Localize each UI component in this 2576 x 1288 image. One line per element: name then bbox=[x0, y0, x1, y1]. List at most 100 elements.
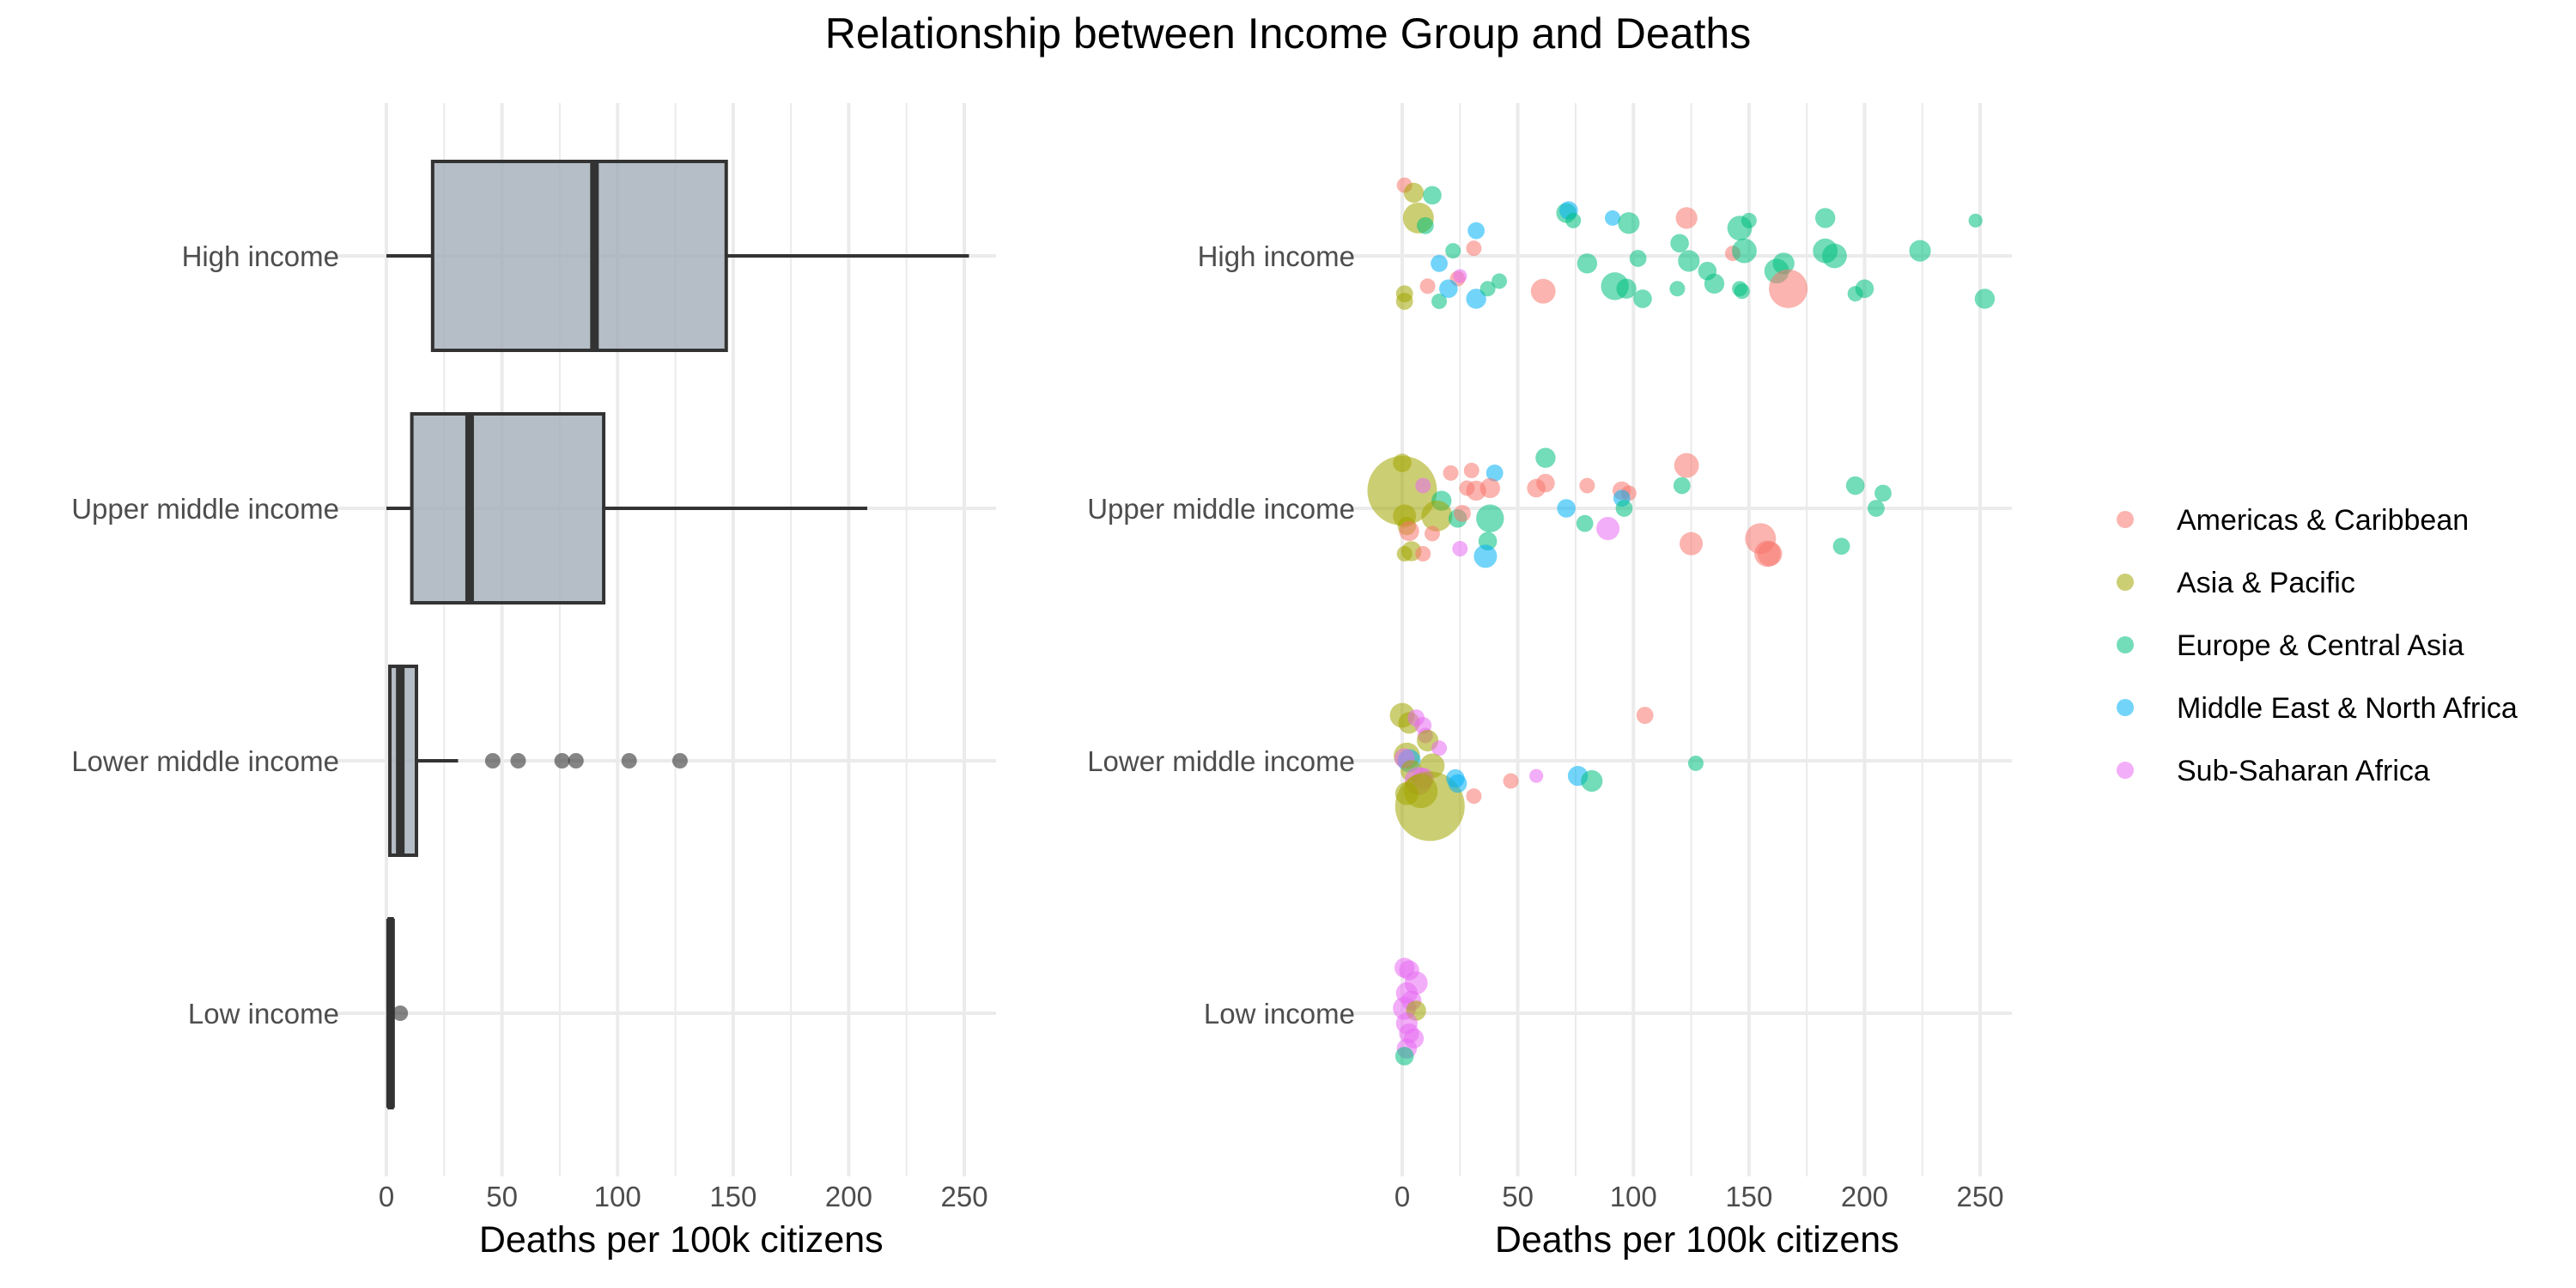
y-tick-label: Lower middle income bbox=[1087, 745, 1355, 777]
scatter-point bbox=[1463, 462, 1479, 478]
x-tick-label: 50 bbox=[1502, 1181, 1534, 1212]
scatter-point bbox=[1453, 269, 1467, 283]
scatter-point bbox=[1674, 453, 1699, 478]
scatter-point bbox=[1616, 278, 1637, 299]
y-tick-label: Upper middle income bbox=[71, 493, 339, 525]
outlier-point bbox=[554, 753, 570, 769]
chart-title: Relationship between Income Group and De… bbox=[824, 9, 1752, 58]
legend-item: Sub-Saharan Africa bbox=[2117, 755, 2430, 787]
outlier-point bbox=[510, 753, 526, 769]
scatter-point bbox=[1974, 289, 1996, 309]
scatter-point bbox=[1636, 707, 1654, 724]
scatter-point bbox=[1769, 269, 1808, 308]
x-tick-label: 0 bbox=[379, 1181, 394, 1212]
legend-item: Europe & Central Asia bbox=[2117, 629, 2464, 662]
scatter-point bbox=[1529, 769, 1544, 783]
scatter-point bbox=[1417, 216, 1434, 234]
y-tick-label: Lower middle income bbox=[71, 745, 339, 777]
x-tick-label: 100 bbox=[594, 1181, 641, 1212]
scatter-point bbox=[1832, 538, 1850, 555]
scatter-point bbox=[1425, 526, 1440, 542]
scatter-point bbox=[1367, 455, 1437, 526]
scatter-point bbox=[1466, 480, 1486, 501]
x-axis-title: Deaths per 100k citizens bbox=[1495, 1219, 1899, 1261]
legend-label: Americas & Caribbean bbox=[2177, 504, 2469, 537]
boxplot-panel: High income Upper middle income Lower midd… bbox=[71, 103, 996, 1261]
scatter-point bbox=[1466, 788, 1482, 805]
scatter-point bbox=[1399, 520, 1419, 542]
scatter-point bbox=[1396, 545, 1413, 562]
scatter-point bbox=[1855, 279, 1874, 299]
box-iqr bbox=[430, 160, 728, 352]
scatter-point bbox=[1629, 250, 1647, 267]
legend: Americas & Caribbean Asia & Pacific Europe… bbox=[2117, 504, 2518, 787]
box-iqr bbox=[410, 412, 606, 605]
x-tick-label: 150 bbox=[709, 1181, 756, 1212]
scatter-point bbox=[1443, 465, 1459, 481]
scatter-point bbox=[1454, 504, 1471, 522]
outlier-point bbox=[392, 1005, 409, 1021]
x-tick-label: 250 bbox=[1957, 1181, 2004, 1212]
x-tick-label: 100 bbox=[1610, 1181, 1657, 1212]
box-upper-middle-income bbox=[386, 412, 867, 605]
scatter-point bbox=[1576, 514, 1594, 532]
x-tick-label: 200 bbox=[825, 1181, 872, 1212]
x-tick-label: 50 bbox=[486, 1181, 518, 1212]
scatter-point bbox=[1680, 532, 1704, 556]
box-low-income bbox=[386, 917, 409, 1109]
scatter-point bbox=[1704, 273, 1725, 295]
scatter-point bbox=[1605, 210, 1620, 226]
legend-swatch bbox=[2117, 574, 2134, 591]
scatter-point bbox=[1577, 253, 1598, 274]
scatter-point bbox=[1476, 504, 1504, 532]
box-high-income bbox=[386, 160, 969, 352]
scatter-point bbox=[1403, 182, 1425, 204]
scatter-point bbox=[1394, 771, 1465, 841]
scatter-point bbox=[1596, 517, 1620, 541]
outlier-point bbox=[671, 753, 688, 769]
scatter-point bbox=[1419, 278, 1436, 295]
scatter-point bbox=[1492, 273, 1508, 289]
scatter-panel: High income Upper middle income Lower midd… bbox=[1087, 103, 2012, 1261]
scatter-point bbox=[1874, 484, 1892, 502]
scatter-point bbox=[1530, 278, 1556, 304]
scatter-point bbox=[1909, 240, 1931, 262]
scatter-point bbox=[1466, 289, 1486, 309]
scatter-point bbox=[1415, 545, 1431, 562]
scatter-point bbox=[1822, 243, 1847, 269]
scatter-point bbox=[1439, 279, 1458, 299]
scatter-point bbox=[1673, 477, 1691, 495]
scatter-point bbox=[1394, 1047, 1414, 1066]
legend-item: Middle East & North Africa bbox=[2117, 692, 2518, 725]
scatter-point bbox=[1415, 477, 1431, 494]
legend-swatch bbox=[2117, 762, 2134, 779]
x-axis-title: Deaths per 100k citizens bbox=[479, 1219, 884, 1261]
scatter-point bbox=[1687, 755, 1704, 771]
scatter-point bbox=[1565, 212, 1582, 228]
scatter-point bbox=[1579, 477, 1595, 494]
scatter-point bbox=[1618, 212, 1640, 234]
scatter-point bbox=[1814, 208, 1836, 228]
legend-label: Asia & Pacific bbox=[2177, 567, 2355, 599]
scatter-point bbox=[1503, 773, 1519, 789]
scatter-point bbox=[1473, 544, 1498, 568]
x-tick-label: 150 bbox=[1725, 1181, 1772, 1212]
scatter-point bbox=[1395, 293, 1413, 310]
scatter-point bbox=[1448, 774, 1467, 793]
y-tick-label: Low income bbox=[1204, 998, 1355, 1030]
scatter-point bbox=[1678, 250, 1700, 272]
x-tick-label: 0 bbox=[1394, 1181, 1410, 1212]
scatter-point bbox=[1466, 240, 1482, 257]
y-tick-label: High income bbox=[182, 240, 339, 272]
scatter-point bbox=[1845, 476, 1865, 495]
legend-item: Asia & Pacific bbox=[2117, 567, 2355, 599]
legend-swatch bbox=[2117, 699, 2134, 716]
x-tick-label: 250 bbox=[941, 1181, 988, 1212]
scatter-point bbox=[1535, 447, 1556, 468]
scatter-point bbox=[1732, 238, 1757, 264]
outlier-point bbox=[621, 753, 637, 769]
scatter-point bbox=[1669, 281, 1686, 297]
outlier-point bbox=[484, 753, 501, 769]
scatter-point bbox=[1968, 213, 1983, 228]
